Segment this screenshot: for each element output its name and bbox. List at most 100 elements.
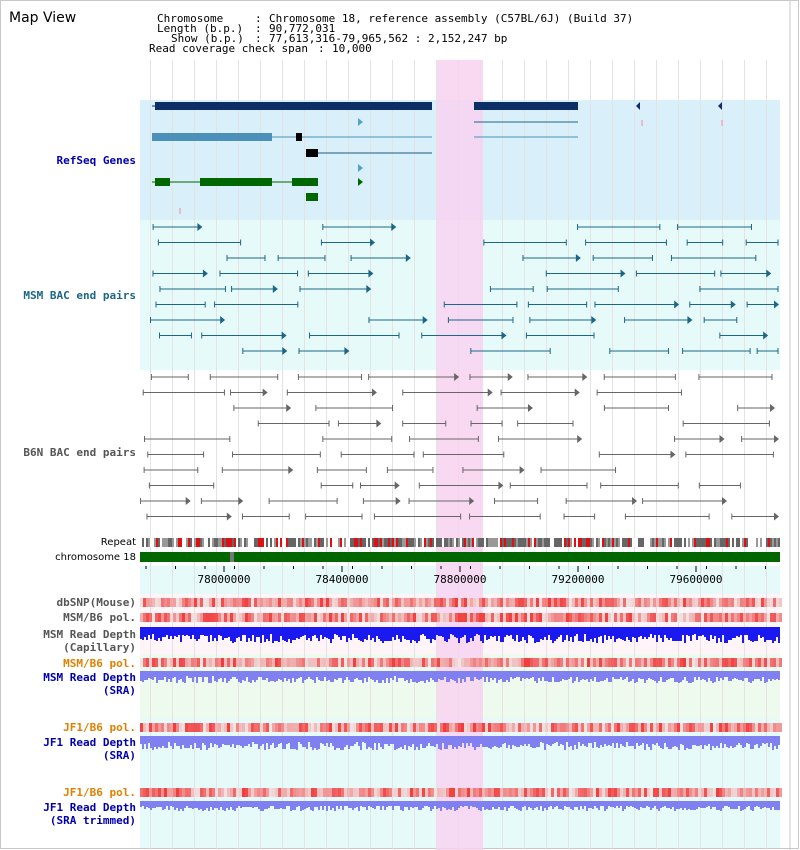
jf1-depth-trim-bar [220, 801, 222, 807]
jf1-b6-pol-heat [461, 723, 464, 732]
b6n-bac-arrow [774, 512, 779, 521]
msm-b6-pol-heat [401, 613, 404, 622]
b6n-bac-arrow [286, 404, 292, 412]
repeat-segment [450, 538, 452, 547]
track-label-msm-read-depth-sra[interactable]: MSM Read Depth (SRA) [43, 671, 136, 697]
jf1-depth-trim-bar [278, 801, 280, 809]
msm-bac-arrow [674, 300, 680, 309]
track-label-jf1-read-depth-trim[interactable]: JF1 Read Depth (SRA trimmed) [43, 801, 136, 827]
msm-b6-pol-heat [560, 613, 563, 622]
msm-depth-capillary-bar [546, 627, 548, 640]
jf1-depth-sra-bar [522, 736, 524, 746]
jf1-depth-trim-bar [250, 801, 252, 807]
jf1-depth-trim-bar [496, 801, 498, 809]
msm-b6-pol-heat-2 [725, 658, 728, 667]
repeat-segment [632, 538, 634, 547]
jf1-depth-trim-bar [252, 801, 254, 808]
jf1-b6-pol-heat [590, 723, 593, 732]
repeat-segment [254, 538, 256, 547]
jf1-b6-pol-heat-2 [695, 788, 698, 797]
msm-depth-capillary-bar [290, 627, 292, 643]
jf1-depth-sra-bar [446, 736, 448, 749]
msm-depth-sra-bar [402, 671, 404, 678]
msm-b6-pol-heat-2 [767, 658, 770, 667]
jf1-depth-trim-bar [188, 801, 190, 808]
jf1-depth-trim-bar [636, 801, 638, 809]
dbsnp-heat [194, 598, 197, 607]
repeat-segment [560, 538, 562, 547]
repeat-segment [454, 538, 456, 547]
msm-b6-pol-heat-2 [311, 658, 314, 667]
jf1-depth-sra-bar [680, 736, 682, 744]
show-label: Show (b.p.) [171, 32, 244, 45]
msm-depth-capillary-bar [556, 627, 558, 639]
msm-b6-pol-heat [185, 613, 188, 622]
msm-depth-capillary-bar [146, 627, 148, 640]
jf1-depth-sra-bar [344, 736, 346, 747]
jf1-depth-trim-bar [284, 801, 286, 809]
msm-depth-capillary-bar [264, 627, 266, 642]
jf1-b6-pol-heat [764, 723, 767, 732]
jf1-depth-sra-bar [358, 736, 360, 746]
track-label-msm-b6-pol-1[interactable]: MSM/B6 pol. [63, 611, 136, 624]
jf1-b6-pol-heat [518, 723, 521, 732]
track-label-msm-b6-pol-2[interactable]: MSM/B6 pol. [63, 657, 136, 670]
msm-b6-pol-heat [296, 613, 299, 622]
msm-depth-capillary-bar [384, 627, 386, 641]
jf1-depth-sra-bar [480, 736, 482, 744]
jf1-depth-trim-bar [650, 801, 652, 810]
track-label-msm-bac[interactable]: MSM BAC end pairs [23, 289, 136, 302]
jf1-depth-sra-bar [614, 736, 616, 748]
msm-depth-capillary-bar [710, 627, 712, 635]
repeat-segment [624, 538, 626, 547]
jf1-depth-sra-bar [322, 736, 324, 744]
jf1-depth-sra-bar [490, 736, 492, 749]
msm-depth-sra-bar [328, 671, 330, 680]
msm-b6-pol-heat [377, 613, 380, 622]
jf1-depth-sra-bar [338, 736, 340, 748]
repeat-segment [746, 538, 748, 547]
track-label-jf1-b6-pol-1[interactable]: JF1/B6 pol. [63, 721, 136, 734]
jf1-depth-sra-bar [668, 736, 670, 749]
msm-depth-capillary-bar [464, 627, 466, 635]
jf1-depth-trim-bar [514, 801, 516, 808]
msm-b6-pol-heat [623, 613, 626, 622]
msm-b6-pol-heat-2 [590, 658, 593, 667]
msm-depth-sra-bar [344, 671, 346, 680]
jf1-depth-sra-bar [372, 736, 374, 750]
msm-b6-pol-heat [308, 613, 311, 622]
jf1-depth-trim-bar [302, 801, 304, 810]
jf1-b6-pol-heat-2 [656, 788, 659, 797]
track-label-b6n-bac[interactable]: B6N BAC end pairs [23, 446, 136, 459]
repeat-segment [704, 538, 706, 547]
dbsnp-heat [593, 598, 596, 607]
dbsnp-heat [377, 598, 380, 607]
repeat-segment [618, 538, 620, 547]
msm-depth-capillary-bar [660, 627, 662, 638]
jf1-b6-pol-heat [572, 723, 575, 732]
msm-depth-sra-bar [652, 671, 654, 680]
track-label-jf1-read-depth-sra[interactable]: JF1 Read Depth (SRA) [43, 736, 136, 762]
jf1-b6-pol-heat-2 [467, 788, 470, 797]
jf1-depth-sra-bar [342, 736, 344, 750]
track-label-refseq[interactable]: RefSeq Genes [56, 154, 136, 167]
jf1-depth-sra-bar [776, 736, 778, 749]
msm-depth-capillary-bar [228, 627, 230, 637]
msm-depth-capillary-bar [336, 627, 338, 635]
msm-depth-capillary-bar [446, 627, 448, 642]
track-label-msm-read-depth-cap[interactable]: MSM Read Depth (Capillary) [43, 628, 136, 654]
dbsnp-heat [710, 598, 713, 607]
msm-b6-pol-heat-2 [407, 658, 410, 667]
jf1-b6-pol-heat [761, 723, 764, 732]
jf1-depth-sra-bar [624, 736, 626, 747]
jf1-depth-sra-bar [436, 736, 438, 744]
repeat-segment [332, 538, 334, 547]
track-label-jf1-b6-pol-2[interactable]: JF1/B6 pol. [63, 786, 136, 799]
track-label-dbsnp[interactable]: dbSNP(Mouse) [56, 596, 136, 609]
jf1-depth-sra-bar [770, 736, 772, 743]
msm-depth-sra-bar [388, 671, 390, 683]
gene-arrow [718, 102, 722, 110]
msm-depth-capillary-bar [450, 627, 452, 634]
repeat-segment [680, 538, 682, 547]
